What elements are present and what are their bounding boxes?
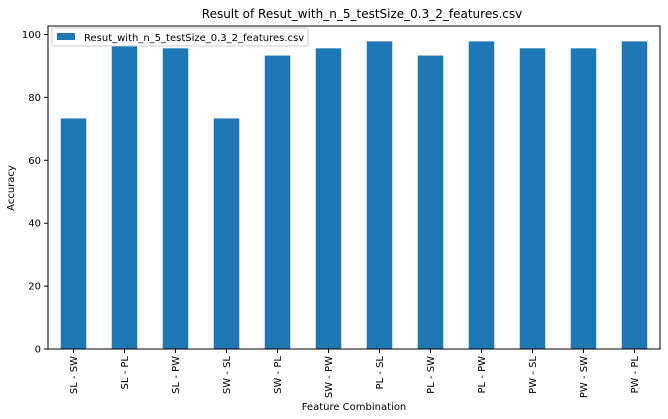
- x-tick-label: PW - PL: [630, 356, 641, 394]
- x-tick-label: SL - PL: [120, 356, 131, 390]
- bar-pw-sw: [570, 48, 597, 350]
- chart-title: Result of Resut_with_n_5_testSize_0.3_2_…: [202, 7, 522, 21]
- bar-sw-pw: [315, 48, 342, 350]
- y-tick-label: 100: [22, 30, 41, 41]
- legend-frame: [51, 27, 309, 47]
- x-tick-label: SL - PW: [171, 356, 182, 394]
- x-tick-label: PL - PW: [477, 356, 488, 394]
- y-axis-label: Accuracy: [6, 165, 17, 211]
- x-tick-label: SW - PW: [324, 356, 335, 398]
- bar-pl-sw: [417, 55, 444, 349]
- bar-sl-pw: [162, 48, 189, 350]
- x-axis-label: Feature Combination: [302, 402, 407, 413]
- x-tick-label: SW - PL: [273, 356, 284, 394]
- y-axis: 0 20 40 60 80 100: [22, 30, 48, 356]
- x-tick-label: SW - SL: [222, 356, 233, 395]
- x-tick-label: SL - SW: [69, 356, 80, 394]
- y-tick-label: 40: [28, 219, 41, 230]
- legend: Resut_with_n_5_testSize_0.3_2_features.c…: [51, 27, 309, 47]
- bar-sw-pl: [264, 55, 291, 349]
- x-tick-label: PW - SW: [579, 356, 590, 398]
- bars-layer: [60, 41, 648, 350]
- y-tick-label: 20: [28, 282, 41, 293]
- bar-pw-pl: [621, 41, 648, 350]
- bar-sw-sl: [213, 118, 240, 350]
- bar-pw-sl: [519, 48, 546, 350]
- legend-label: Resut_with_n_5_testSize_0.3_2_features.c…: [84, 33, 304, 44]
- bar-sl-sw: [60, 118, 87, 350]
- x-tick-label: PW - SL: [528, 356, 539, 394]
- plot-frame: [47, 25, 661, 350]
- legend-swatch: [57, 33, 75, 40]
- bar-pl-pw: [468, 41, 495, 350]
- y-tick-label: 60: [28, 156, 41, 167]
- bar-sl-pl: [111, 41, 138, 350]
- y-tick-label: 0: [35, 345, 41, 356]
- bar-pl-sl: [366, 41, 393, 350]
- y-tick-label: 80: [28, 93, 41, 104]
- x-tick-label: PL - SL: [375, 356, 386, 390]
- x-tick-label: PL - SW: [426, 356, 437, 394]
- x-axis: SL - SW SL - PL SL - PW SW - SL SW - PL SW - …: [69, 349, 641, 398]
